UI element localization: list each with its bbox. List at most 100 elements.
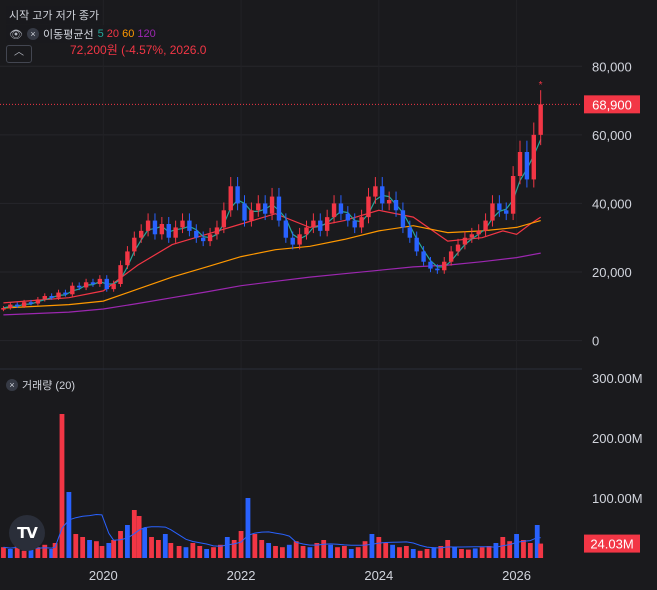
candle [70, 282, 75, 297]
volume-bar [52, 543, 58, 558]
price-badge: 68,900 [584, 95, 640, 114]
volume-badge: 24.03M [584, 534, 640, 553]
volume-bar [224, 537, 230, 558]
volume-bar [452, 547, 457, 558]
ma-period-label: 120 [137, 28, 156, 40]
volume-bar [314, 543, 320, 558]
candle [524, 140, 530, 188]
moving-average-legend[interactable]: 👁 × 이동평균선 5 20 60 120 [6, 25, 159, 43]
candle [414, 231, 419, 256]
time-axis[interactable]: 2020 2022 2024 2026 [89, 568, 531, 583]
volume-bars [1, 414, 544, 558]
volume-bar [73, 534, 79, 558]
ma-title: 이동평균선 [43, 29, 94, 41]
volume-bar [293, 541, 299, 558]
close-icon[interactable]: × [6, 379, 18, 391]
candle [15, 302, 20, 308]
ma-line-120 [3, 252, 541, 316]
volume-bar [176, 546, 182, 558]
volume-bar [156, 540, 161, 558]
candle [180, 213, 185, 234]
candle [56, 289, 61, 300]
volume-bar [42, 544, 48, 558]
volume-legend[interactable]: × 거래량 (20) [6, 377, 75, 393]
volume-bar [397, 547, 402, 558]
volume-bar [527, 543, 533, 558]
volume-bar [424, 549, 430, 558]
collapse-legend-button[interactable]: ︿ [6, 45, 32, 63]
volume-bar [35, 547, 41, 558]
time-tick-label: 2026 [502, 568, 531, 583]
candle [386, 191, 392, 211]
candle [125, 246, 130, 269]
candle [187, 213, 192, 237]
volume-bar [218, 544, 223, 558]
ma-periods: 5 20 60 120 [98, 28, 156, 40]
candle [421, 246, 426, 266]
eye-icon[interactable]: 👁 [9, 28, 23, 41]
candle [118, 260, 123, 287]
candle [352, 213, 357, 234]
candle [448, 246, 454, 266]
price-axis[interactable]: 80,000 60,000 40,000 20,000 0 [592, 59, 632, 348]
candle [510, 166, 516, 221]
candle [483, 213, 488, 237]
volume-bar [118, 531, 123, 558]
volume-bar [341, 546, 347, 558]
volume-bar [459, 549, 464, 558]
candle [497, 195, 502, 217]
volume-bar [183, 547, 189, 558]
candle [200, 231, 206, 247]
candles [1, 90, 543, 312]
volume-bar [162, 534, 168, 558]
candle [228, 177, 233, 217]
price-badge-text: 68,900 [592, 97, 632, 112]
volume-bar [335, 547, 340, 558]
volume-bar [190, 543, 196, 558]
volume-bar [534, 525, 540, 558]
candle [104, 275, 109, 292]
candle [297, 227, 302, 250]
volume-bar [94, 541, 99, 558]
candle [331, 195, 337, 224]
price-tick-label: 20,000 [592, 265, 632, 280]
volume-bar [238, 531, 244, 558]
candle [221, 202, 227, 234]
candle [214, 220, 220, 240]
tradingview-logo[interactable]: TV [9, 515, 45, 551]
volume-bar [7, 549, 13, 558]
candle [359, 209, 364, 234]
volume-bar [149, 537, 154, 558]
candle [166, 217, 171, 243]
price-tick-label: 0 [592, 334, 599, 349]
volume-tick-label: 200.00M [592, 431, 643, 446]
candle [400, 202, 406, 234]
volume-bar [259, 540, 265, 558]
volume-bar [403, 546, 409, 558]
volume-axis[interactable]: 300.00M 200.00M 100.00M [592, 371, 643, 506]
candle [132, 231, 137, 256]
candle [194, 224, 199, 243]
volume-bar [500, 537, 506, 558]
candle [517, 140, 523, 185]
volume-bar [211, 547, 216, 558]
candle [152, 213, 158, 240]
volume-bar [431, 547, 437, 558]
ma-period-label: 5 [97, 28, 107, 40]
volume-bar [99, 546, 105, 558]
close-icon[interactable]: × [27, 28, 39, 40]
volume-bar [369, 534, 375, 558]
candle [311, 213, 316, 234]
candle [1, 306, 6, 312]
volume-bar [348, 549, 354, 558]
candle [304, 220, 309, 240]
candle [138, 224, 144, 243]
candle [63, 289, 68, 297]
logo-text: TV [17, 524, 38, 542]
candle [462, 231, 468, 250]
candle [83, 278, 89, 291]
candle [28, 299, 34, 306]
candle [111, 280, 116, 292]
